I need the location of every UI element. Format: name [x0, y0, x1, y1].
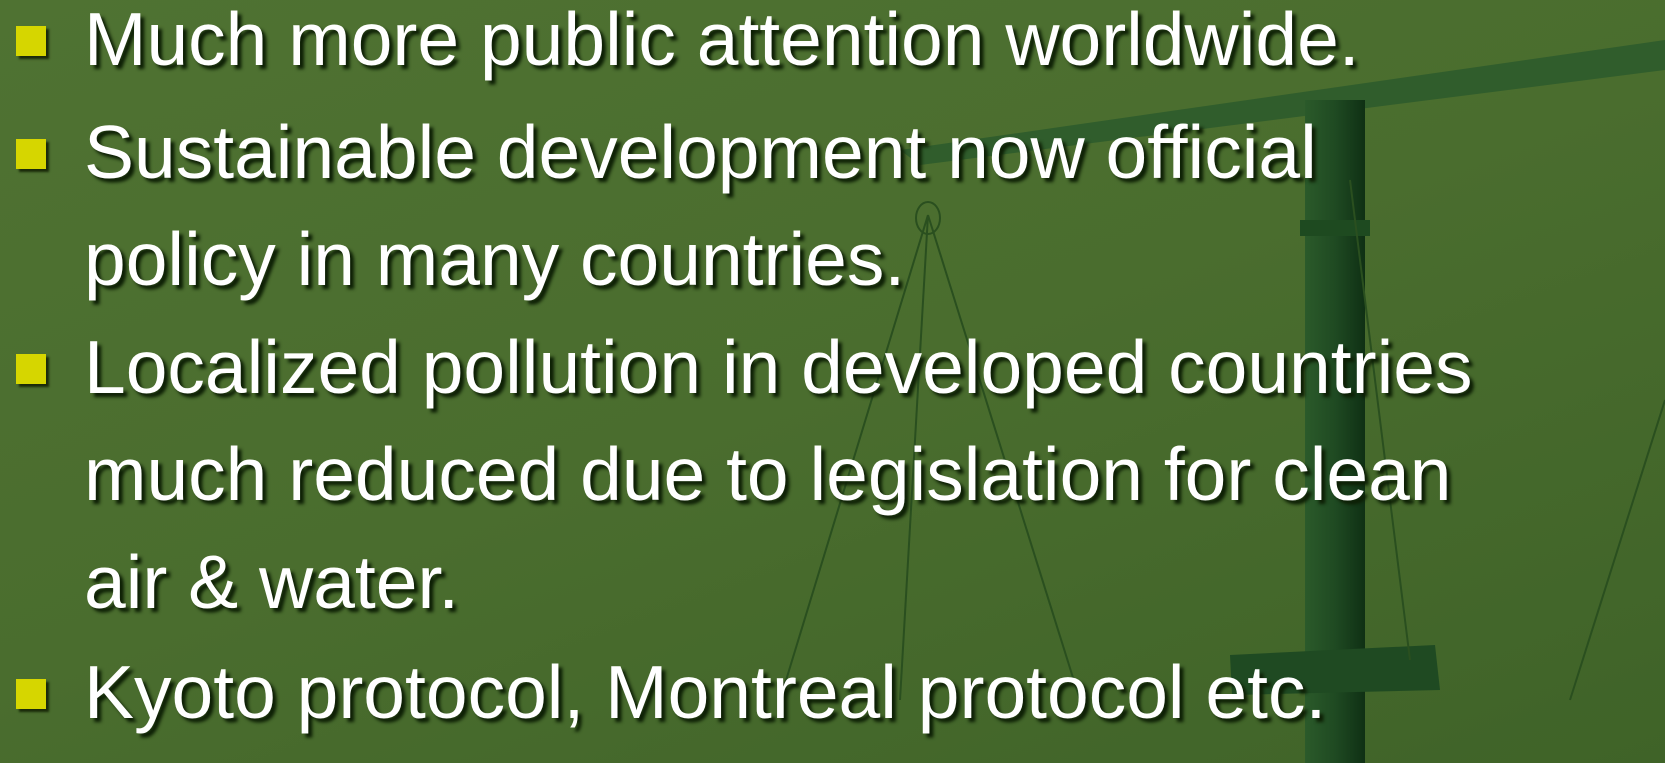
bullet-text: Much more public attention worldwide. [84, 0, 1360, 81]
strings [779, 179, 1665, 701]
base [1230, 645, 1440, 695]
bullet-text: air & water. [84, 540, 460, 624]
beam [900, 40, 1665, 165]
bullet-marker [16, 26, 46, 56]
bullet-text: Sustainable development now official [84, 110, 1317, 194]
collar [1300, 220, 1370, 236]
bullet-text: policy in many countries. [84, 217, 906, 301]
bullet-text: Localized pollution in developed countri… [84, 325, 1473, 409]
bullet-text: much reduced due to legislation for clea… [84, 432, 1452, 516]
bullet-marker [16, 139, 46, 169]
bullet-marker [16, 354, 46, 384]
bullet-text: Kyoto protocol, Montreal protocol etc. [84, 650, 1327, 734]
bullet-marker [16, 679, 46, 709]
